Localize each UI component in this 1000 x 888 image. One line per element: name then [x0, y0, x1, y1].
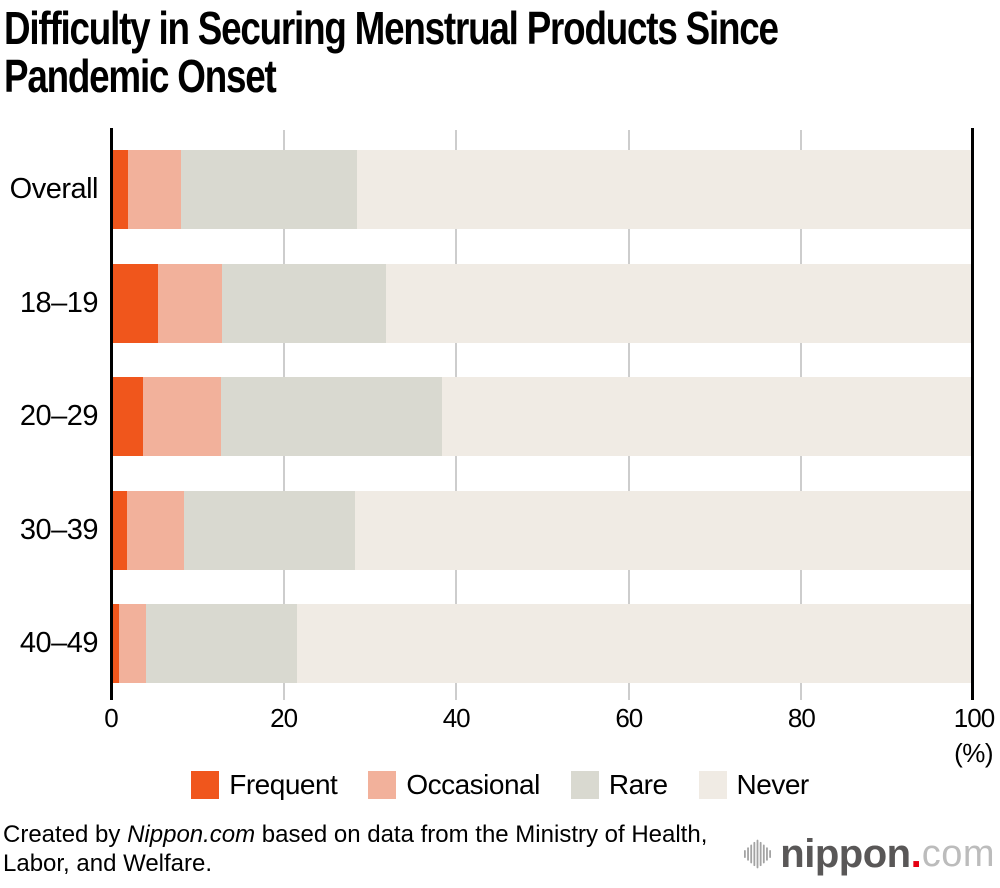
bar-row-Overall [111, 150, 974, 229]
stacked-bar-plot [110, 128, 974, 700]
legend-label-frequent: Frequent [229, 769, 338, 800]
x-tick-label-40: 40 [442, 703, 471, 733]
bar-segment-frequent [111, 604, 119, 684]
legend-swatch-never [698, 771, 727, 799]
source-credit: Created by Nippon.com based on data from… [3, 820, 707, 878]
bar-segment-occasional [142, 377, 221, 457]
y-axis-label-40–49: 40–49 [19, 627, 99, 660]
bar-segment-never [297, 604, 974, 684]
x-axis-unit-label: (%) [954, 738, 993, 768]
y-axis-label-20–29: 20–29 [19, 400, 99, 433]
y-axis-labels: Overall 18–19 20–29 30–39 40–49 [0, 130, 99, 700]
bar-segment-frequent [111, 490, 128, 570]
bar-row-18–19 [111, 263, 974, 343]
bar-segment-occasional [128, 150, 181, 229]
legend-item-frequent: Frequent [191, 769, 338, 801]
nippon-logo: nippon. com [744, 831, 995, 877]
bar-segment-rare [184, 490, 356, 570]
axis-line-100 [971, 128, 974, 700]
bar-segment-frequent [111, 150, 129, 229]
bar-segment-frequent [111, 377, 143, 457]
y-axis-label-Overall: Overall [9, 173, 99, 205]
logo-tld: com [921, 832, 995, 875]
bar-segment-frequent [111, 263, 158, 343]
bar-segment-occasional [118, 604, 146, 684]
chart-title: Difficulty in Securing Menstrual Product… [4, 2, 779, 102]
y-axis-label-18–19: 18–19 [19, 286, 99, 319]
bar-segment-never [355, 490, 974, 570]
axis-line-0 [110, 128, 113, 700]
bar-segment-occasional [127, 490, 185, 570]
credit-prefix: Created by [3, 821, 128, 848]
bar-segment-rare [145, 604, 298, 684]
legend-label-rare: Rare [608, 769, 668, 800]
x-tick-label-0: 0 [104, 703, 119, 733]
bar-segment-rare [220, 377, 443, 457]
x-tick-label-80: 80 [787, 703, 816, 733]
credit-suffix: based on data from the Ministry of Healt… [255, 821, 708, 848]
x-axis-tick-labels: 0 20 40 60 80 100 [104, 703, 995, 733]
legend-swatch-occasional [368, 771, 397, 799]
legend-label-never: Never [736, 769, 810, 800]
x-tick-label-60: 60 [615, 703, 643, 733]
bar-row-20–29 [111, 377, 974, 457]
credit-source: Nippon.com [127, 821, 256, 848]
legend-swatch-frequent [191, 771, 220, 799]
legend-item-never: Never [698, 769, 810, 801]
x-tick-label-100: 100 [953, 703, 995, 733]
bar-segment-never [386, 263, 974, 343]
logo-name: nippon [780, 831, 911, 876]
x-tick-label-20: 20 [270, 703, 298, 733]
y-axis-label-30–39: 30–39 [19, 513, 99, 546]
logo-dot: . [910, 831, 922, 876]
chart-title-line1: Difficulty in Securing Menstrual Product… [4, 2, 779, 54]
bar-segment-never [442, 377, 974, 457]
soundwave-icon [744, 839, 772, 869]
legend-item-occasional: Occasional [368, 769, 540, 801]
bar-segment-never [356, 150, 974, 229]
legend-swatch-rare [570, 771, 599, 799]
chart-title-line2: Pandemic Onset [4, 50, 277, 102]
chart-legend: Frequent Occasional Rare Never [0, 769, 1000, 801]
legend-item-rare: Rare [570, 769, 668, 801]
bar-row-30–39 [111, 490, 974, 570]
bar-segment-rare [222, 263, 387, 343]
bar-row-40–49 [111, 604, 974, 684]
legend-label-occasional: Occasional [406, 769, 540, 800]
bar-segment-rare [180, 150, 357, 229]
bar-segment-occasional [157, 263, 223, 343]
credit-line2: Labor, and Welfare. [3, 850, 213, 877]
